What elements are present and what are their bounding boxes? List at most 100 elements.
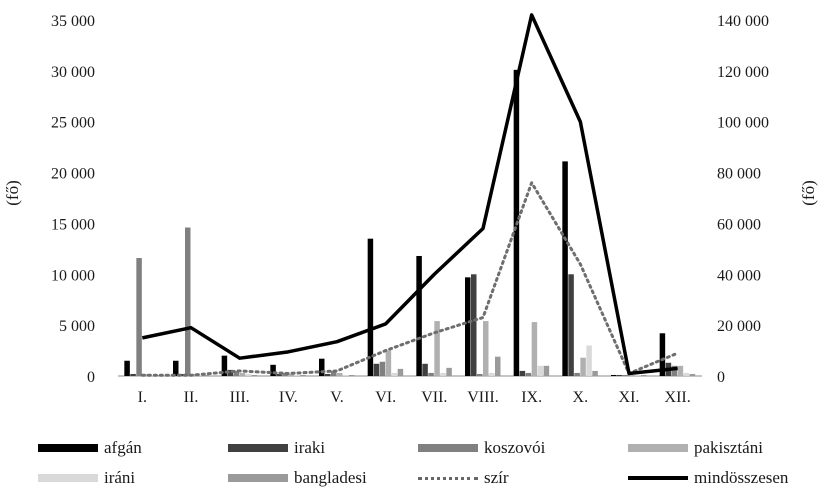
y-tick-right-7: 140 000 [717,13,769,30]
bar-koszovoi-4 [331,370,337,376]
bar-koszovoi-6 [428,372,434,376]
legend-item-mindosszesen: mindösszesen [628,466,788,490]
bar-pakisztani-9 [580,357,586,376]
y-tick-left-4: 20 000 [51,166,95,183]
y-tick-right-2: 40 000 [717,267,761,284]
bar-koszovoi-9 [574,372,580,376]
legend-label-afgan: afgán [104,438,142,457]
y-tick-right-4: 80 000 [717,166,761,183]
legend-label-iraki: iraki [294,438,326,457]
bar-afgan-5 [367,238,374,376]
legend-swatch-bangladesi [228,474,288,482]
legend-item-bangladesi: bangladesi [228,466,367,490]
legend-item-irani: iráni [38,466,135,490]
legend-label-szir: szír [484,468,509,487]
x-tick-ii-: II. [184,389,199,406]
bar-pakisztani-7 [483,321,489,376]
bar-afgan-2 [221,355,228,376]
y-tick-left-5: 25 000 [51,115,95,132]
bar-pakisztani-6 [434,321,440,376]
bar-iraki-5 [373,363,380,376]
x-tick-xii-: XII. [665,389,691,406]
bar-irani-3 [294,374,300,376]
x-tick-xi-: XI. [619,389,640,406]
bar-bangladesi-10 [641,374,647,376]
bar-bangladesi-8 [543,365,550,376]
line-mindosszesen [141,13,678,376]
bar-koszovoi-3 [282,372,288,376]
x-tick-vii-: VII. [421,389,447,406]
bar-bangladesi-4 [349,374,355,376]
bar-afgan-0 [124,360,130,376]
bar-iraki-10 [617,374,623,376]
legend-swatch-irani [38,474,98,482]
bar-pakisztani-2 [239,372,246,376]
bar-irani-8 [537,365,544,376]
bar-afgan-10 [611,374,617,376]
y-tick-right-0: 0 [717,369,725,386]
bar-afgan-3 [270,364,276,376]
bar-bangladesi-3 [300,374,306,376]
bar-irani-11 [683,372,690,376]
y-tick-left-6: 30 000 [51,64,95,81]
bar-iraki-7 [471,274,477,376]
y-axis-right-title: (fő) [799,180,818,205]
legend-swatch-szir [418,476,478,480]
legend-swatch-koszovoi [418,444,478,452]
bar-bangladesi-7 [495,356,501,376]
y-tick-left-2: 10 000 [51,267,95,284]
bar-pakisztani-10 [629,374,635,376]
legend-item-pakisztani: pakisztáni [628,436,763,460]
legend-swatch-afgan [38,444,98,452]
bar-irani-7 [489,372,495,376]
legend-swatch-pakisztani [628,444,688,452]
bar-koszovoi-10 [623,374,629,376]
y-tick-right-1: 20 000 [717,318,761,335]
legend-label-mindosszesen: mindösszesen [694,468,789,487]
legend-label-pakisztani: pakisztáni [694,438,763,457]
bar-bangladesi-1 [203,374,209,376]
bar-irani-1 [197,374,203,376]
legend-item-iraki: iraki [228,436,325,460]
bar-pakisztani-5 [385,350,392,376]
line-szir [140,181,680,377]
bar-pakisztani-4 [337,372,343,376]
bar-pakisztani-11 [677,365,684,376]
bar-koszovoi-2 [233,370,240,376]
bar-koszovoi-1 [185,227,191,376]
bar-bangladesi-5 [397,368,404,376]
bar-pakisztani-3 [288,373,294,376]
y-tick-left-0: 0 [87,369,95,386]
bar-iraki-3 [276,373,282,376]
legend-label-irani: iráni [104,468,136,487]
bar-bangladesi-6 [446,367,452,376]
legend-label-koszovoi: koszovói [484,438,546,457]
bar-koszovoi-11 [671,365,678,376]
legend-swatch-mindosszesen [628,476,688,480]
x-tick-i-: I. [138,389,147,406]
y-axis-left-title: (fő) [3,180,22,205]
bar-iraki-9 [568,274,574,376]
bar-bangladesi-11 [689,373,696,376]
legend: afgán iraki koszovói pakisztáni iráni ba… [0,430,827,493]
plot-area: 0 5 000 10 000 15 000 20 000 25 000 30 000 35 0… [51,13,769,406]
x-tick-x-: X. [573,389,589,406]
y-tick-left-1: 5 000 [59,318,95,335]
legend-item-koszovoi: koszovói [418,436,545,460]
legend-label-bangladesi: bangladesi [294,468,367,487]
x-tick-ix-: IX. [521,389,542,406]
bar-irani-5 [391,372,398,376]
legend-swatch-iraki [228,444,288,452]
legend-item-szir: szír [418,466,509,490]
bar-koszovoi-0 [136,258,142,376]
y-tick-right-3: 60 000 [717,216,761,233]
bar-pakisztani-8 [531,322,538,376]
x-tick-iv-: IV. [279,389,298,406]
y-tick-left-3: 15 000 [51,216,95,233]
bar-afgan-4 [319,358,325,376]
bar-iraki-8 [519,370,526,376]
x-tick-iii-: III. [230,389,250,406]
bar-koszovoi-5 [379,361,386,376]
y-tick-left-7: 35 000 [51,13,95,30]
bar-bangladesi-9 [592,370,598,376]
